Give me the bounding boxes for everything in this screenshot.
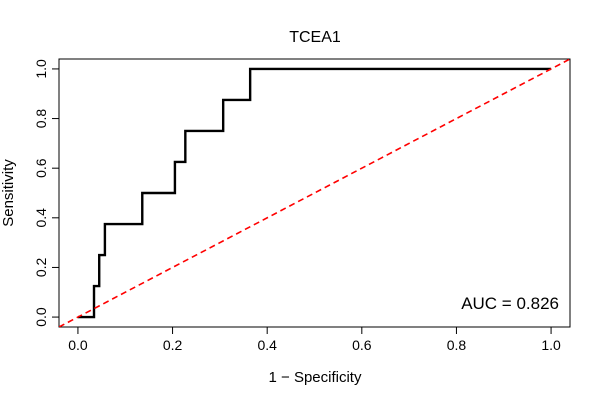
y-axis-label: Sensitivity <box>0 159 17 227</box>
y-axis: 0.0 0.2 0.4 0.6 0.8 1.0 <box>33 59 60 327</box>
y-tick-label: 0.4 <box>33 208 49 228</box>
x-tick-label: 0.6 <box>352 337 372 353</box>
plot-area <box>59 59 570 327</box>
y-tick-label: 0.6 <box>33 158 49 178</box>
y-tick-label: 0.8 <box>33 109 49 129</box>
x-tick-label: 0.0 <box>68 337 88 353</box>
x-tick-label: 0.4 <box>257 337 277 353</box>
reference-diagonal-line <box>59 59 570 327</box>
x-tick-label: 0.8 <box>447 337 467 353</box>
y-tick-label: 0.2 <box>33 257 49 277</box>
roc-curve-line <box>77 67 552 319</box>
y-tick-label: 0.0 <box>33 307 49 327</box>
x-axis-label: 1 − Specificity <box>269 369 362 386</box>
chart-title: TCEA1 <box>289 29 341 46</box>
x-tick-label: 0.2 <box>163 337 183 353</box>
y-tick-label: 1.0 <box>33 59 49 79</box>
auc-annotation: AUC = 0.826 <box>461 294 559 313</box>
x-axis: 0.0 0.2 0.4 0.6 0.8 1.0 <box>68 326 561 353</box>
x-tick-label: 1.0 <box>541 337 561 353</box>
